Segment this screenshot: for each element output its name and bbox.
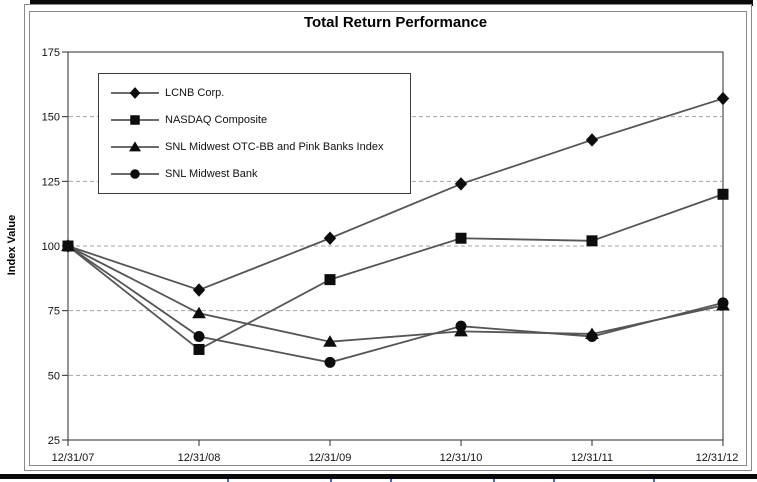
table-column-border-tick: [493, 479, 495, 482]
series-markers-square: [62, 188, 729, 355]
chart-title: Total Return Performance: [303, 14, 488, 31]
y-tick-label: 50: [48, 370, 60, 382]
circle-marker-icon: [130, 169, 140, 180]
cutoff-table-top-edge: [0, 479, 757, 482]
legend-diamond-marker-icon: [111, 86, 159, 99]
diamond-marker-icon: [323, 231, 337, 245]
square-marker-icon: [455, 232, 467, 244]
square-marker-icon: [62, 240, 74, 252]
series-markers-diamond: [61, 91, 730, 297]
legend-label: SNL Midwest Bank: [165, 168, 258, 181]
table-column-border-tick: [227, 479, 229, 482]
diamond-marker-icon: [129, 86, 141, 99]
series-line-diamond: [67, 97, 724, 291]
table-column-border-tick: [390, 479, 392, 482]
table-column-border-tick: [653, 479, 655, 482]
triangle-marker-icon: [192, 306, 206, 319]
diamond-marker-icon: [454, 177, 468, 191]
legend-square-marker-icon: [111, 115, 159, 125]
y-tick-label: 25: [48, 435, 60, 447]
x-tick-label: 12/31/12: [696, 452, 739, 464]
top-horizontal-rule: [30, 0, 753, 6]
legend-label: NASDAQ Composite: [165, 113, 268, 126]
square-marker-icon: [324, 274, 336, 286]
legend-circle-marker-icon: [111, 169, 159, 180]
x-tick-label: 12/31/10: [440, 452, 483, 464]
y-tick-label: 150: [42, 112, 60, 124]
table-column-border-tick: [553, 479, 555, 482]
x-tick-label: 12/31/09: [309, 452, 352, 464]
table-column-border-tick: [330, 479, 332, 482]
y-tick-label: 175: [42, 47, 60, 59]
x-tick-label: 12/31/11: [571, 452, 613, 464]
diamond-marker-icon: [585, 133, 599, 147]
bottom-horizontal-rule: [0, 474, 757, 479]
circle-marker-icon: [193, 331, 205, 343]
x-tick-label: 12/31/08: [178, 452, 221, 464]
legend-triangle-marker-icon: [111, 141, 159, 152]
circle-marker-icon: [455, 320, 467, 332]
legend-label: LCNB Corp.: [165, 86, 225, 99]
triangle-marker-icon: [129, 141, 141, 152]
series-markers-circle: [62, 240, 729, 368]
legend-item: SNL Midwest Bank: [111, 167, 406, 181]
diamond-marker-icon: [716, 91, 730, 106]
square-marker-icon: [130, 115, 140, 125]
series-line-circle: [67, 245, 724, 364]
circle-marker-icon: [717, 297, 729, 309]
circle-marker-icon: [586, 331, 598, 343]
y-tick-label: 125: [42, 176, 60, 188]
y-axis-title: Index Value: [6, 214, 18, 276]
square-marker-icon: [586, 235, 598, 247]
legend-label: SNL Midwest OTC-BB and Pink Banks Index: [165, 141, 384, 154]
triangle-marker-icon: [323, 335, 337, 347]
diamond-marker-icon: [192, 283, 206, 297]
legend-item: LCNB Corp.: [111, 86, 406, 100]
square-marker-icon: [193, 343, 205, 355]
y-tick-label: 75: [48, 306, 60, 318]
circle-marker-icon: [324, 356, 336, 368]
legend-item: NASDAQ Composite: [111, 113, 406, 127]
y-tick-label: 100: [42, 241, 60, 253]
x-tick-label: 12/31/07: [52, 452, 95, 464]
legend-item: SNL Midwest OTC-BB and Pink Banks Index: [111, 140, 406, 154]
series-line-square: [67, 193, 724, 351]
legend: LCNB Corp. NASDAQ Composite SNL Midwest …: [98, 73, 411, 194]
square-marker-icon: [717, 188, 729, 200]
series-line-triangle: [67, 245, 724, 343]
